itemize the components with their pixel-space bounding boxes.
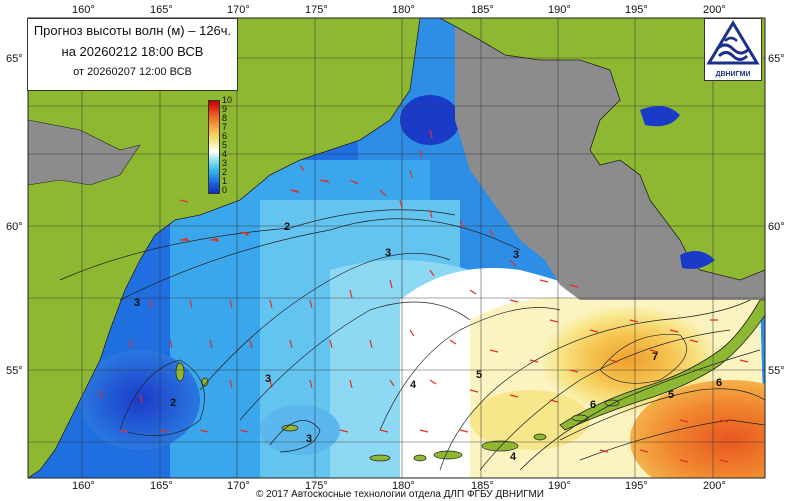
logo-text: ДВНИГМИ (715, 71, 751, 78)
latitude-labels-right: 65° 60° 55° (768, 53, 785, 377)
colorbar-tick: 8 (222, 113, 228, 123)
svg-text:7: 7 (652, 351, 658, 363)
svg-text:3: 3 (306, 433, 312, 445)
svg-text:170°: 170° (227, 480, 250, 492)
svg-text:175°: 175° (305, 480, 328, 492)
land-asia (28, 18, 421, 478)
svg-text:55°: 55° (6, 365, 23, 377)
aleutian-islands (175, 362, 620, 462)
plot-frame (27, 17, 766, 479)
svg-text:60°: 60° (6, 221, 23, 233)
latitude-labels-left: 65° 60° 55° (6, 53, 23, 377)
svg-text:170°: 170° (227, 4, 250, 16)
svg-text:200°: 200° (703, 480, 726, 492)
svg-text:180°: 180° (392, 4, 415, 16)
wave-height-contours (59, 209, 765, 471)
svg-text:185°: 185° (471, 480, 494, 492)
svg-text:200°: 200° (703, 4, 726, 16)
colorbar-labels: 10 9 8 7 6 5 4 3 2 1 0 (222, 96, 238, 196)
svg-text:6: 6 (716, 377, 722, 389)
colorbar-tick: 6 (222, 131, 228, 141)
colorbar-tick: 3 (222, 158, 228, 168)
svg-text:190°: 190° (548, 4, 571, 16)
svg-text:3: 3 (265, 373, 271, 385)
svg-text:185°: 185° (471, 4, 494, 16)
wave-height-colorbar (208, 100, 220, 194)
svg-text:160°: 160° (72, 480, 95, 492)
forecast-valid-time: на 20260212 18:00 ВСВ (61, 44, 204, 59)
svg-text:65°: 65° (6, 53, 23, 65)
forecast-title: Прогноз высоты волн (м) – 126ч. (33, 23, 232, 38)
svg-text:190°: 190° (548, 480, 571, 492)
svg-text:165°: 165° (150, 480, 173, 492)
wave-direction-arrows (99, 129, 749, 463)
svg-text:2: 2 (170, 397, 176, 409)
svg-text:55°: 55° (768, 365, 785, 377)
svg-text:6: 6 (590, 399, 596, 411)
longitude-labels-bottom: 160° 165° 170° 175° 180° 185° 190° 195° … (72, 480, 726, 492)
svg-text:3: 3 (513, 249, 519, 261)
colorbar-tick: 1 (222, 176, 228, 186)
svg-text:4: 4 (410, 379, 417, 391)
svg-text:180°: 180° (392, 480, 415, 492)
svg-text:3: 3 (134, 297, 140, 309)
svg-text:65°: 65° (768, 53, 785, 65)
longitude-labels-top: 160° 165° 170° 175° 180° 185° 190° 195° … (72, 4, 726, 16)
forecast-title-box: Прогноз высоты волн (м) – 126ч. на 20260… (27, 18, 238, 91)
copyright-footer: © 2017 Автоскосные технологии отдела ДЛП… (255, 489, 544, 500)
svg-text:195°: 195° (625, 4, 648, 16)
colorbar-tick: 10 (222, 95, 233, 105)
svg-text:60°: 60° (768, 221, 785, 233)
colorbar-tick: 9 (222, 104, 228, 114)
svg-text:4: 4 (510, 451, 517, 463)
dvnigmi-logo: ДВНИГМИ (704, 18, 762, 81)
logo-emblem-icon (706, 20, 760, 65)
contour-labels: 2 3 3 3 3 3 2 4 4 5 5 6 6 7 (134, 221, 722, 463)
colorbar-tick: 5 (222, 140, 228, 150)
forecast-issue-time: от 20260207 12:00 ВСВ (73, 66, 192, 78)
svg-text:2: 2 (284, 221, 290, 233)
svg-text:195°: 195° (625, 480, 648, 492)
svg-text:5: 5 (476, 369, 482, 381)
svg-text:3: 3 (385, 247, 391, 259)
svg-text:5: 5 (668, 389, 674, 401)
svg-text:160°: 160° (72, 4, 95, 16)
svg-text:175°: 175° (305, 4, 328, 16)
colorbar-tick: 2 (222, 167, 228, 177)
colorbar-tick: 7 (222, 122, 228, 132)
svg-text:165°: 165° (150, 4, 173, 16)
graticule (28, 18, 765, 478)
land-alaska (439, 18, 765, 281)
colorbar-tick: 4 (222, 149, 228, 159)
colorbar-tick: 0 (222, 185, 228, 195)
